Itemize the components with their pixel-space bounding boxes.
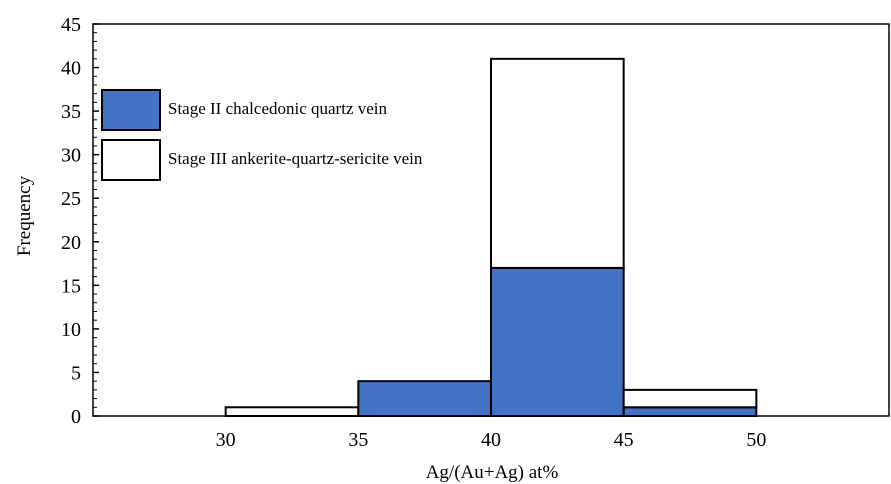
bar-series2-bin-40-45 bbox=[490, 57, 625, 269]
x-tick-label: 45 bbox=[614, 429, 634, 451]
legend-swatch-stage-iii bbox=[101, 139, 161, 181]
y-tick-label: 15 bbox=[61, 275, 81, 297]
x-axis-label: Ag/(Au+Ag) at% bbox=[426, 462, 559, 483]
bar-series1-bin-45-50 bbox=[622, 406, 758, 417]
y-tick-label: 30 bbox=[61, 145, 81, 167]
axes-layer: 0 5 10 15 20 25 30 35 40 45 30 35 40 45 50 bbox=[61, 14, 890, 451]
bar-series2-bin-45-50 bbox=[622, 388, 758, 409]
y-tick-label: 25 bbox=[61, 188, 81, 210]
bar-series1-bin-35-40 bbox=[357, 380, 493, 417]
y-tick-label: 0 bbox=[71, 406, 81, 428]
y-tick-label: 5 bbox=[71, 362, 81, 384]
y-tick-label: 40 bbox=[61, 58, 81, 80]
bar-series1-bin-40-45 bbox=[490, 266, 625, 417]
y-tick-label: 10 bbox=[61, 319, 81, 341]
y-axis-label: Frequency bbox=[14, 175, 35, 256]
legend-swatch-stage-ii bbox=[101, 89, 161, 131]
y-tick-label: 45 bbox=[61, 14, 81, 36]
x-tick-label: 40 bbox=[481, 429, 501, 451]
plot-area-frame bbox=[92, 23, 890, 417]
bars-layer bbox=[224, 57, 758, 417]
x-tick-label: 50 bbox=[746, 429, 766, 451]
x-tick-label: 30 bbox=[216, 429, 236, 451]
legend: Stage II chalcedonic quartz vein Stage I… bbox=[101, 89, 423, 181]
y-tick-label: 35 bbox=[61, 101, 81, 123]
y-tick-label: 20 bbox=[61, 232, 81, 254]
x-tick-label: 35 bbox=[348, 429, 368, 451]
legend-label-stage-iii: Stage III ankerite-quartz-sericite vein bbox=[168, 149, 423, 168]
legend-label-stage-ii: Stage II chalcedonic quartz vein bbox=[168, 99, 388, 118]
bar-series2-bin-30-35 bbox=[224, 406, 360, 417]
